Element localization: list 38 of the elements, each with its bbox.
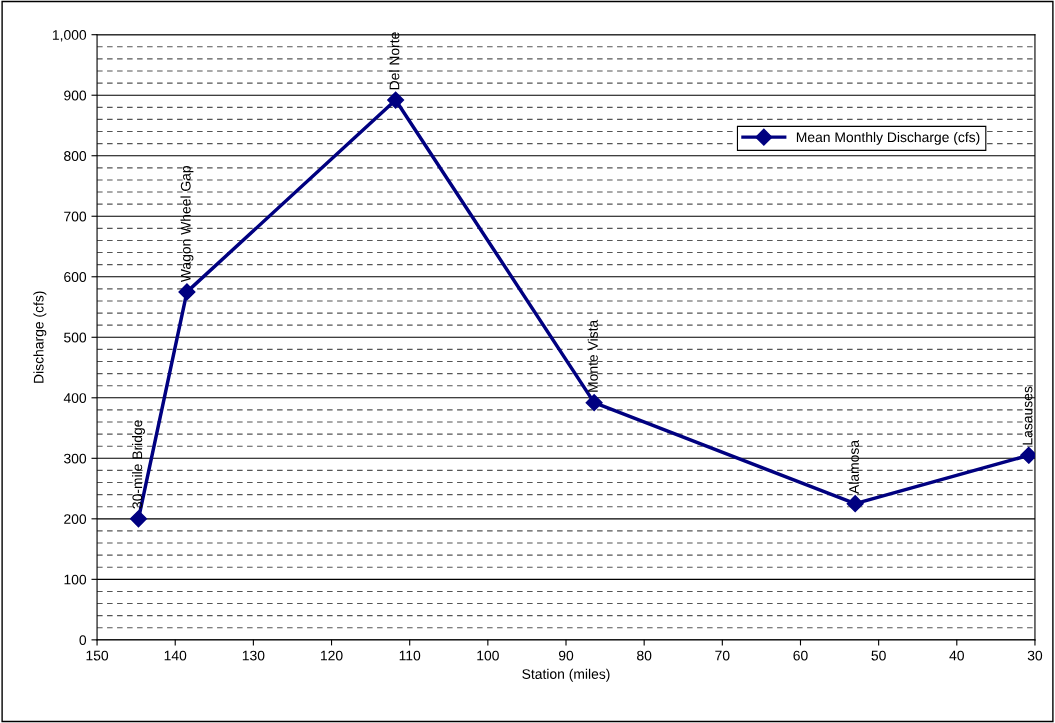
x-tick-label: 90 — [558, 650, 574, 661]
point — [387, 91, 405, 109]
annotation: Del Norte — [389, 32, 400, 90]
annotation: Wagon Wheel Gap — [180, 165, 194, 283]
y-tick-label: 200 — [64, 514, 87, 524]
x-tick-label: 80 — [637, 650, 652, 661]
annotation: Alamosa — [848, 439, 859, 494]
point — [585, 394, 603, 412]
y-tick-label: 1,000 — [52, 30, 87, 42]
x-tick-label: 40 — [949, 650, 964, 661]
y-tick-label: 0 — [79, 635, 87, 646]
point — [846, 495, 864, 513]
y-axis-title: Discharge (cfs) — [33, 291, 47, 383]
x-tick-label: 140 — [164, 650, 187, 661]
legend-label: Mean Monthly Discharge (cfs) — [796, 131, 980, 145]
point — [178, 283, 196, 301]
x-tick-label: 60 — [793, 650, 808, 661]
x-tick-label: 130 — [242, 650, 265, 661]
annotation: Monte Vista — [587, 319, 598, 392]
x-tick-label: 120 — [321, 650, 343, 661]
y-tick-label: 700 — [64, 211, 87, 222]
x-tick-label: 150 — [86, 650, 109, 661]
y-tick-label: 100 — [64, 574, 87, 585]
annotation: 30-mile Bridge — [132, 420, 145, 509]
x-tick-label: 70 — [715, 650, 730, 661]
point — [129, 510, 148, 528]
x-axis-title: Station (miles) — [522, 668, 610, 682]
x-tick-label: 110 — [399, 650, 421, 661]
x-tick-label: 30 — [1027, 650, 1043, 661]
annotation: Lasauses — [1022, 386, 1033, 445]
y-tick-label: 500 — [64, 332, 87, 343]
y-tick-label: 600 — [64, 272, 87, 282]
y-tick-label: 800 — [64, 151, 87, 161]
y-tick-label: 300 — [64, 453, 87, 464]
x-tick-label: 100 — [477, 650, 499, 661]
y-tick-label: 400 — [63, 393, 87, 403]
x-tick-label: 50 — [871, 650, 886, 661]
y-tick-label: 900 — [64, 90, 87, 101]
